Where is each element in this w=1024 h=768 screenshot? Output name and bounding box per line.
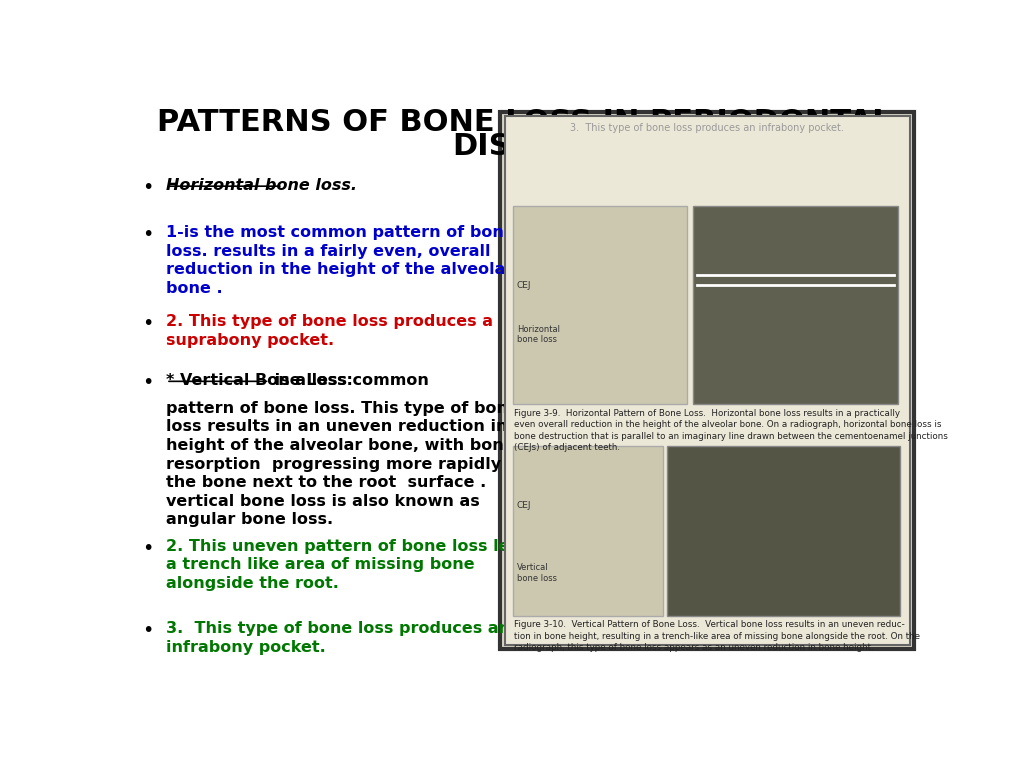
Text: •: • [142,621,154,641]
Text: Vertical
bone loss: Vertical bone loss [517,564,557,583]
FancyBboxPatch shape [505,116,909,645]
Text: is a less common: is a less common [269,373,429,388]
Text: * Vertical Bone Loss:: * Vertical Bone Loss: [166,373,353,388]
Text: 1-is the most common pattern of bone
loss. results in a fairly even, overall
red: 1-is the most common pattern of bone los… [166,225,515,296]
FancyBboxPatch shape [513,206,687,404]
FancyBboxPatch shape [500,112,914,649]
Text: •: • [142,538,154,558]
Text: DISEASE: DISEASE [452,132,598,161]
Text: Figure 3-10.  Vertical Pattern of Bone Loss.  Vertical bone loss results in an u: Figure 3-10. Vertical Pattern of Bone Lo… [514,621,921,652]
Text: •: • [142,314,154,333]
Text: •: • [142,178,154,197]
Text: Horizontal
bone loss: Horizontal bone loss [517,325,560,345]
Text: 3.  This type of bone loss produces an
infrabony pocket.: 3. This type of bone loss produces an in… [166,621,510,655]
Text: 3.  This type of bone loss produces an infrabony pocket.: 3. This type of bone loss produces an in… [570,123,844,133]
FancyBboxPatch shape [693,206,898,404]
FancyBboxPatch shape [667,446,899,615]
Text: 2. This uneven pattern of bone loss leaves
a trench like area of missing bone
al: 2. This uneven pattern of bone loss leav… [166,538,551,591]
Text: Horizontal bone loss.: Horizontal bone loss. [166,178,357,193]
Text: CEJ: CEJ [517,280,531,290]
Text: •: • [142,373,154,392]
Text: •: • [142,225,154,244]
Text: pattern of bone loss. This type of bone
loss results in an uneven reduction in t: pattern of bone loss. This type of bone … [166,401,544,528]
Text: Figure 3-9.  Horizontal Pattern of Bone Loss.  Horizontal bone loss results in a: Figure 3-9. Horizontal Pattern of Bone L… [514,409,948,452]
Text: CEJ: CEJ [517,501,531,510]
Text: 2. This type of bone loss produces a
suprabony pocket.: 2. This type of bone loss produces a sup… [166,314,494,347]
FancyBboxPatch shape [513,446,663,615]
Text: PATTERNS OF BONE LOSS IN PERIODONTAL: PATTERNS OF BONE LOSS IN PERIODONTAL [158,108,892,137]
